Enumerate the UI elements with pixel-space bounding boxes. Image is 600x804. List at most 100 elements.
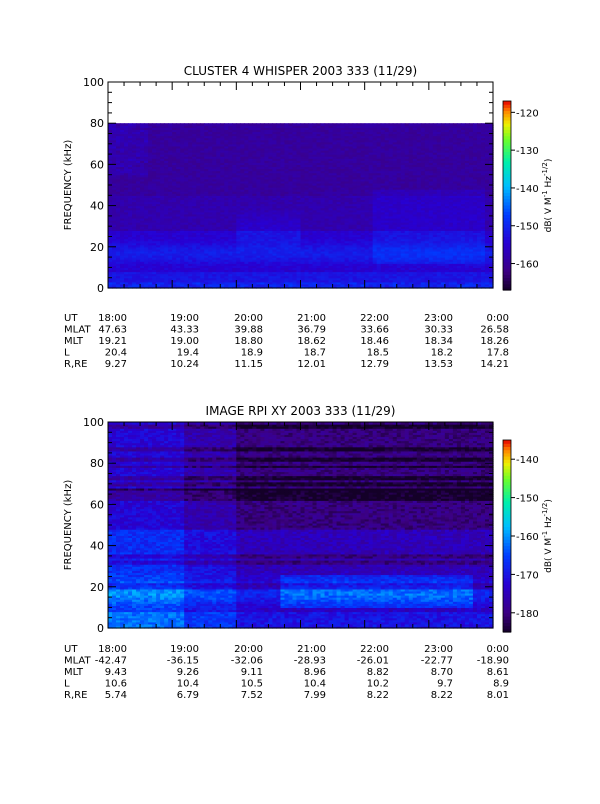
spectrogram-cell xyxy=(200,279,205,283)
spectrogram-cell xyxy=(184,178,189,182)
spectrogram-cell xyxy=(180,261,185,264)
spectrogram-cell xyxy=(192,141,197,145)
spectrogram-cell xyxy=(180,205,185,209)
spectrogram-cell xyxy=(164,160,169,163)
spectrogram-cell xyxy=(280,123,286,126)
spectrogram-cell xyxy=(200,145,205,149)
spectrogram-cell xyxy=(156,250,161,254)
spectrogram-cell xyxy=(172,162,177,165)
spectrogram-cell xyxy=(184,172,189,176)
spectrogram-cell xyxy=(120,255,125,258)
spectrogram-cell xyxy=(164,220,169,223)
spectrogram-cell xyxy=(184,187,189,190)
spectrogram-cell xyxy=(140,168,145,172)
spectrogram-cell xyxy=(108,143,113,147)
spectrogram-cell xyxy=(152,180,157,184)
spectrogram-cell xyxy=(160,267,165,271)
spectrogram-cell xyxy=(116,131,121,135)
spectrogram-cell xyxy=(164,222,169,225)
spectrogram-cell xyxy=(112,131,117,135)
spectrogram-cell xyxy=(272,123,278,126)
spectrogram-cell xyxy=(212,248,217,252)
spectrogram-cell xyxy=(172,246,177,250)
spectrogram-cell xyxy=(204,242,209,246)
spectrogram-cell xyxy=(160,197,165,201)
spectrogram-cell xyxy=(192,125,197,128)
spectrogram-cell xyxy=(200,199,205,203)
spectrogram-cell xyxy=(192,189,197,192)
spectrogram-cell xyxy=(148,205,153,209)
spectrogram-cell xyxy=(196,230,201,233)
spectrogram-cell xyxy=(188,131,193,135)
spectrogram-cell xyxy=(164,131,169,135)
spectrogram-cell xyxy=(108,127,113,130)
spectrogram-cell xyxy=(188,133,193,137)
spectrogram-cell xyxy=(180,176,185,180)
spectrogram-cell xyxy=(324,123,330,126)
spectrogram-cell xyxy=(168,168,173,172)
spectrogram-cell xyxy=(180,217,185,221)
spectrogram-cell xyxy=(144,127,149,130)
spectrogram-cell xyxy=(124,139,129,143)
spectrogram-cell xyxy=(148,259,153,262)
spectrogram-cell xyxy=(112,149,117,153)
spectrogram-cell xyxy=(128,195,133,198)
spectrogram-cell xyxy=(204,182,209,186)
spectrogram-cell xyxy=(144,149,149,153)
spectrogram-cell xyxy=(196,195,201,198)
spectrogram-cell xyxy=(120,162,125,165)
spectrogram-cell xyxy=(172,275,177,279)
spectrogram-cell xyxy=(176,252,181,256)
spectrogram-cell xyxy=(160,236,165,240)
spectrogram-cell xyxy=(152,273,157,277)
spectrogram-cell xyxy=(212,267,217,271)
spectrogram-cell xyxy=(176,123,181,126)
spectrogram-cell xyxy=(180,279,185,283)
spectrogram-cell xyxy=(140,265,145,268)
spectrogram-cell xyxy=(180,234,185,238)
spectrogram-cell xyxy=(176,156,181,159)
spectrogram-cell xyxy=(140,246,145,250)
spectrogram-cell xyxy=(208,244,213,248)
spectrogram-cell xyxy=(196,145,201,149)
spectrogram-cell xyxy=(136,257,141,260)
spectrogram-cell xyxy=(204,205,209,209)
spectrogram-cell xyxy=(212,285,217,289)
spectrogram-cell xyxy=(112,232,117,236)
spectrogram-cell xyxy=(124,170,129,174)
spectrogram-cell xyxy=(116,259,121,262)
spectrogram-cell xyxy=(196,185,201,188)
spectrogram-cell xyxy=(192,185,197,188)
spectrogram-cell xyxy=(160,174,165,178)
spectrogram-cell xyxy=(132,137,137,141)
spectrogram-cell xyxy=(120,143,125,147)
spectrogram-cell xyxy=(144,269,149,273)
spectrogram-cell xyxy=(200,236,205,240)
spectrogram-cell xyxy=(164,246,169,250)
spectrogram-cell xyxy=(112,191,117,194)
spectrogram-cell xyxy=(120,201,125,205)
spectrogram-cell xyxy=(136,187,141,190)
spectrogram-cell xyxy=(176,195,181,198)
spectrogram-cell xyxy=(160,220,165,223)
spectrogram-cell xyxy=(168,226,173,229)
spectrogram-cell xyxy=(208,180,213,184)
spectrogram-cell xyxy=(164,224,169,227)
spectrogram-cell xyxy=(204,234,209,238)
spectrogram-cell xyxy=(120,257,125,260)
spectrogram-cell xyxy=(208,240,213,244)
spectrogram-cell xyxy=(144,178,149,182)
spectrogram-cell xyxy=(144,285,149,289)
spectrogram-cell xyxy=(188,283,193,287)
spectrogram-cell xyxy=(152,172,157,176)
spectrogram-cell xyxy=(112,180,117,184)
spectrogram-cell xyxy=(140,143,145,147)
spectrogram-cell xyxy=(168,224,173,227)
spectrogram-cell xyxy=(136,145,141,149)
spectrogram-cell xyxy=(128,149,133,153)
spectrogram-cell xyxy=(108,224,113,227)
spectrogram-cell xyxy=(172,135,177,139)
spectrogram-cell xyxy=(140,123,145,126)
spectrogram-cell xyxy=(160,156,165,159)
